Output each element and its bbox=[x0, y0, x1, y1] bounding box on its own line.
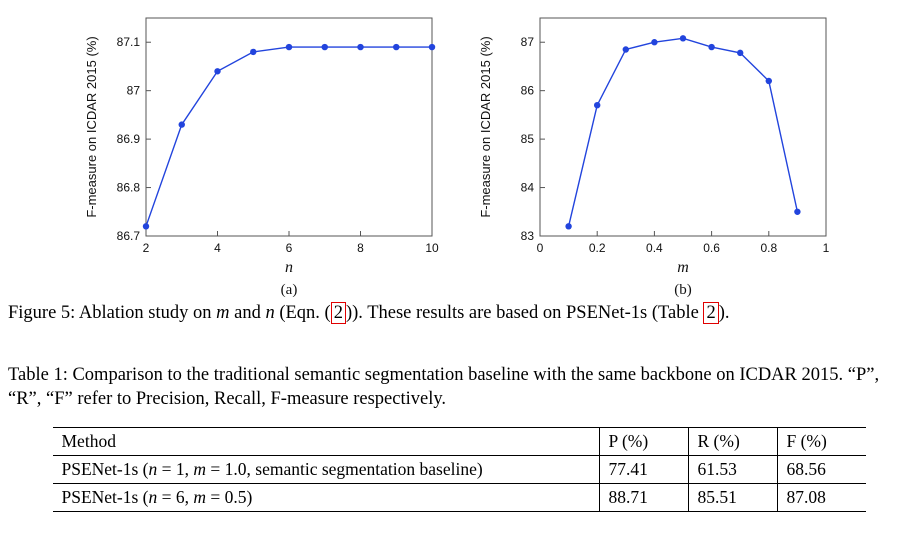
x-tick-label: 1 bbox=[823, 241, 830, 255]
x-tick-label: 0.6 bbox=[703, 241, 720, 255]
table-body: PSENet-1s (n = 1, m = 1.0, semantic segm… bbox=[52, 455, 866, 512]
y-axis-label: F-measure on ICDAR 2015 (%) bbox=[84, 36, 99, 217]
column-header: F (%) bbox=[776, 427, 866, 456]
x-tick-label: 0.4 bbox=[646, 241, 663, 255]
method-math: m bbox=[193, 487, 207, 508]
y-tick-label: 86.8 bbox=[117, 181, 141, 195]
data-point bbox=[622, 46, 629, 53]
y-tick-label: 86.9 bbox=[117, 132, 141, 146]
figure-caption-math: m bbox=[216, 303, 230, 323]
method-math: m bbox=[193, 459, 207, 480]
y-tick-label: 85 bbox=[521, 132, 535, 146]
data-point bbox=[765, 77, 772, 85]
x-tick-label: 0 bbox=[537, 241, 544, 255]
subfigure-label: (a) bbox=[281, 282, 298, 298]
x-tick-label: 6 bbox=[286, 241, 293, 255]
table-caption: Table 1: Comparison to the traditional s… bbox=[8, 365, 880, 410]
table-header: Method P (%) R (%) F (%) bbox=[52, 427, 866, 456]
subfigure-label: (b) bbox=[674, 282, 692, 298]
method-text: = 1, bbox=[157, 459, 194, 480]
y-tick-label: 83 bbox=[521, 229, 535, 243]
value-cell: 85.51 bbox=[687, 483, 777, 512]
figure-caption-text: (Eqn. ( bbox=[274, 303, 331, 323]
method-cell: PSENet-1s (n = 6, m = 0.5) bbox=[53, 484, 600, 512]
data-point bbox=[651, 39, 658, 46]
x-tick-label: 4 bbox=[214, 241, 221, 255]
value-cell: 61.53 bbox=[687, 455, 777, 484]
value-cell: 87.08 bbox=[776, 483, 866, 512]
method-cell: PSENet-1s (n = 1, m = 1.0, semantic segm… bbox=[53, 456, 600, 484]
data-point bbox=[428, 43, 436, 51]
data-point bbox=[178, 121, 185, 128]
method-math: n bbox=[148, 487, 158, 508]
value-cell: 77.41 bbox=[598, 455, 688, 484]
chart-a: 2 4 6 8 10 86.7 86.8 86.9 87 87.1 F-measure on ICD… bbox=[80, 6, 444, 298]
figure-caption: Figure 5: Ablation study on m and n (Eqn… bbox=[8, 302, 910, 325]
method-text: = 0.5) bbox=[206, 487, 253, 508]
value-cell: 68.56 bbox=[776, 455, 866, 484]
x-tick-label: 0.2 bbox=[589, 241, 606, 255]
table-row: PSENet-1s (n = 1, m = 1.0, semantic segm… bbox=[52, 455, 866, 484]
figure-caption-text: Figure 5: Ablation study on bbox=[8, 303, 217, 323]
data-point bbox=[393, 43, 400, 51]
data-point bbox=[679, 35, 687, 42]
y-tick-label: 86 bbox=[521, 84, 535, 98]
y-tick-label: 87 bbox=[521, 35, 535, 49]
y-tick-label: 87 bbox=[127, 84, 141, 98]
data-point bbox=[708, 43, 715, 51]
y-axis-label: F-measure on ICDAR 2015 (%) bbox=[478, 36, 493, 217]
reference-link[interactable]: 2 bbox=[703, 302, 719, 324]
data-line bbox=[145, 46, 432, 227]
data-point bbox=[250, 48, 257, 56]
figure-caption-math: n bbox=[265, 303, 275, 323]
x-axis-label: m bbox=[677, 259, 689, 276]
method-text: PSENet-1s ( bbox=[61, 459, 149, 480]
data-point bbox=[285, 43, 293, 51]
chart-b: 0 0.2 0.4 0.6 0.8 1 83 84 85 86 87 F-measure on ICD… bbox=[474, 6, 838, 298]
data-point bbox=[565, 223, 572, 230]
chart-svg: 2 4 6 8 10 86.7 86.8 86.9 87 87.1 F-measure on ICD… bbox=[84, 17, 439, 298]
x-tick-label: 2 bbox=[143, 241, 150, 255]
column-header: Method bbox=[61, 431, 116, 452]
method-math: n bbox=[148, 459, 158, 480]
data-point bbox=[594, 102, 601, 109]
data-point bbox=[142, 223, 150, 230]
figure-caption-text: and bbox=[229, 303, 266, 323]
figure-caption-text: )). These results are based on PSENet-1s… bbox=[345, 303, 704, 323]
table-row: PSENet-1s (n = 6, m = 0.5) 88.71 85.51 87.0… bbox=[53, 483, 866, 512]
column-header: P (%) bbox=[598, 427, 688, 456]
y-tick-label: 84 bbox=[521, 181, 535, 195]
x-tick-label: 0.8 bbox=[760, 241, 777, 255]
plot-frame bbox=[145, 17, 433, 237]
x-tick-label: 8 bbox=[357, 241, 364, 255]
y-tick-label: 86.7 bbox=[117, 229, 141, 243]
method-text: PSENet-1s ( bbox=[61, 487, 149, 508]
x-tick-label: 10 bbox=[425, 241, 439, 255]
method-text: = 1.0, semantic segmentation baseline) bbox=[206, 459, 483, 480]
data-line bbox=[567, 37, 799, 227]
value-cell: 88.71 bbox=[598, 483, 688, 512]
y-tick-label: 87.1 bbox=[117, 35, 141, 49]
x-axis-label: n bbox=[285, 259, 293, 276]
figure-5: 2 4 6 8 10 86.7 86.8 86.9 87 87.1 F-measure on ICD… bbox=[80, 6, 838, 298]
data-point bbox=[321, 43, 328, 51]
plot-frame bbox=[539, 17, 827, 237]
column-header: R (%) bbox=[687, 427, 777, 456]
data-point bbox=[737, 49, 744, 57]
reference-link[interactable]: 2 bbox=[330, 302, 346, 324]
table-header-row: Method P (%) R (%) F (%) bbox=[52, 427, 866, 456]
data-point bbox=[794, 208, 801, 215]
chart-svg: 0 0.2 0.4 0.6 0.8 1 83 84 85 86 87 F-measure on ICD… bbox=[478, 17, 830, 298]
method-text: = 6, bbox=[157, 487, 194, 508]
figure-caption-text: ). bbox=[718, 303, 730, 323]
data-point bbox=[357, 43, 364, 51]
results-table: Method P (%) R (%) F (%) PSENet-1s (n = 1, … bbox=[52, 427, 866, 513]
data-point bbox=[214, 68, 221, 75]
